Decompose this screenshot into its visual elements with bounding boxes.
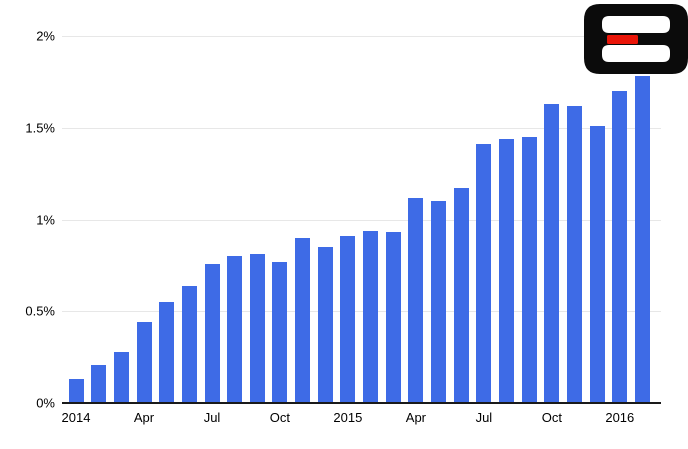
y-tick-0.5%: 0.5% xyxy=(25,303,55,319)
gridline-0.5 xyxy=(62,311,661,313)
gridline-1.5 xyxy=(62,127,661,129)
bar-sep-2014 xyxy=(249,254,265,403)
gridline-1 xyxy=(62,219,661,221)
x-tick-Jul-6: Jul xyxy=(203,410,221,425)
bar-sep-2015 xyxy=(521,136,537,403)
bar-aug-2015 xyxy=(499,138,514,403)
bar-apr-2015 xyxy=(408,197,424,403)
b-logo xyxy=(584,4,688,74)
x-tick-2014-0: 2014 xyxy=(61,410,91,425)
bar-aug-2014 xyxy=(227,256,243,403)
bar-dec-2014 xyxy=(317,247,333,403)
gridline-2 xyxy=(62,36,661,37)
bar-jul-2014 xyxy=(204,263,220,403)
bar-jun-2014 xyxy=(181,285,197,403)
bar-jun-2015 xyxy=(453,188,469,403)
bar-nov-2015 xyxy=(567,105,582,403)
x-tick-2015-12: 2015 xyxy=(333,410,363,425)
y-tick-2%: 2% xyxy=(36,28,55,44)
bar-jan-2016 xyxy=(612,91,628,403)
y-tick-1.5%: 1.5% xyxy=(25,120,55,136)
bar-jan-2015 xyxy=(340,236,356,403)
y-tick-0%: 0% xyxy=(36,395,55,411)
bar-feb-2015 xyxy=(363,230,379,403)
bar-may-2014 xyxy=(159,302,175,403)
bar-oct-2015 xyxy=(544,103,560,403)
bar-mar-2014 xyxy=(113,351,129,403)
bar-oct-2014 xyxy=(272,261,288,403)
bar-feb-2014 xyxy=(91,364,107,403)
bar-nov-2014 xyxy=(295,237,311,403)
x-tick-Oct-21: Oct xyxy=(541,410,563,425)
b-logo-red-dash xyxy=(607,35,638,44)
x-tick-2016-24: 2016 xyxy=(605,410,635,425)
baseline xyxy=(62,402,661,404)
x-tick-Oct-9: Oct xyxy=(269,410,291,425)
x-tick-Apr-15: Apr xyxy=(405,410,427,425)
bar-jan-2014 xyxy=(68,379,84,403)
y-tick-1%: 1% xyxy=(36,212,55,227)
bar-dec-2015 xyxy=(589,125,605,403)
x-tick-Apr-3: Apr xyxy=(133,410,155,425)
x-tick-Jul-18: Jul xyxy=(475,410,493,425)
bar-mar-2015 xyxy=(385,232,401,403)
bar-apr-2014 xyxy=(136,322,152,403)
bar-jul-2015 xyxy=(476,144,492,403)
bar-feb-2016 xyxy=(635,76,650,403)
bar-may-2015 xyxy=(431,201,447,403)
